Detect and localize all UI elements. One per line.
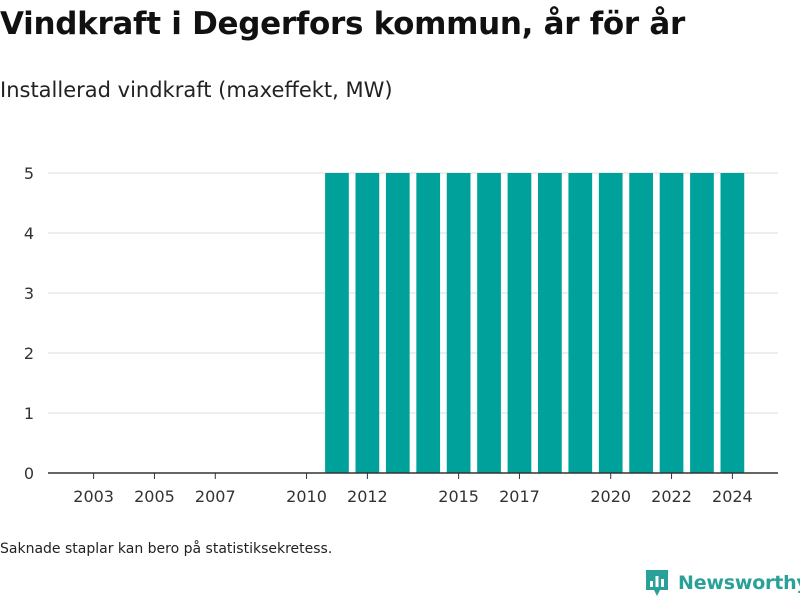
bar-2012[interactable] <box>355 173 380 473</box>
x-tick-label: 2017 <box>499 487 540 506</box>
x-tick-label: 2007 <box>195 487 236 506</box>
y-tick-label: 2 <box>24 344 34 363</box>
x-tick-label: 2015 <box>438 487 479 506</box>
x-tick-label: 2010 <box>286 487 327 506</box>
bar-2016[interactable] <box>477 173 501 473</box>
bar-2014[interactable] <box>416 173 441 473</box>
newsworthy-logo-icon <box>646 570 668 596</box>
bar-2019[interactable] <box>568 173 593 473</box>
chart-title: Vindkraft i Degerfors kommun, år för år <box>0 6 686 42</box>
y-tick-label: 0 <box>24 464 34 483</box>
gridlines <box>48 172 778 414</box>
bar-2011[interactable] <box>325 173 349 473</box>
y-tick-label: 1 <box>24 404 34 423</box>
brand-name: Newsworthy <box>678 572 800 594</box>
brand-logo[interactable]: Newsworthy <box>644 568 800 598</box>
bar-2022[interactable] <box>659 173 684 473</box>
x-tick-label: 2005 <box>134 487 175 506</box>
bar-2017[interactable] <box>507 173 532 473</box>
footnote: Saknade staplar kan bero på statistiksek… <box>0 541 333 557</box>
x-tick-label: 2003 <box>73 487 114 506</box>
y-tick-label: 5 <box>24 164 34 183</box>
bar-2024[interactable] <box>720 173 745 473</box>
x-tick-label: 2024 <box>712 487 753 506</box>
x-tick-label: 2012 <box>347 487 388 506</box>
bar-2021[interactable] <box>629 173 653 473</box>
chart-subtitle: Installerad vindkraft (maxeffekt, MW) <box>0 78 393 102</box>
y-axis-ticks: 0 1 2 3 4 5 <box>24 164 34 483</box>
bar-2015[interactable] <box>446 173 471 473</box>
bars <box>325 173 745 473</box>
x-tick-label: 2020 <box>590 487 631 506</box>
x-axis-ticks: 2003 2005 2007 2010 2012 2015 2017 2020 2022 2024 <box>73 473 753 506</box>
bar-2018[interactable] <box>538 173 562 473</box>
x-tick-label: 2022 <box>651 487 692 506</box>
bar-2020[interactable] <box>598 173 623 473</box>
bar-2013[interactable] <box>385 173 410 473</box>
bar-2023[interactable] <box>690 173 714 473</box>
y-tick-label: 4 <box>24 224 34 243</box>
y-tick-label: 3 <box>24 284 34 303</box>
